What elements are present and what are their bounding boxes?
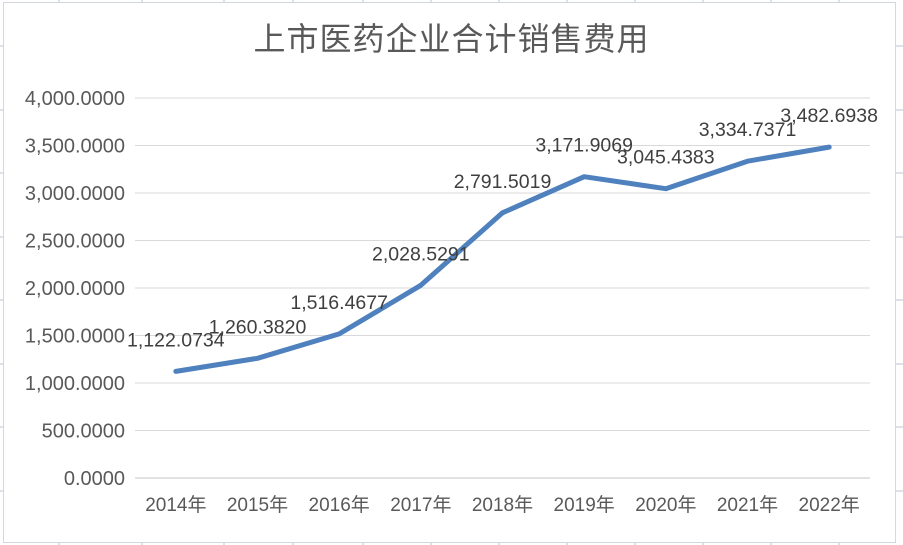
x-axis-label: 2022年 — [799, 494, 860, 516]
x-axis-label: 2021年 — [717, 494, 778, 516]
y-axis-label: 500.0000 — [42, 421, 125, 443]
y-axis-label: 2,500.0000 — [25, 231, 125, 253]
data-label: 1,260.3820 — [209, 316, 307, 338]
x-axis-label: 2015年 — [227, 494, 288, 516]
y-axis-label: 3,000.0000 — [25, 183, 125, 205]
data-label: 2,791.5019 — [454, 171, 552, 193]
chart-title: 上市医药企业合计销售费用 — [253, 21, 650, 57]
data-label: 1,122.0734 — [127, 329, 225, 351]
x-axis-label: 2020年 — [635, 494, 696, 516]
data-label: 1,516.4677 — [290, 292, 388, 314]
chart-border — [3, 2, 896, 543]
data-label: 3,482.6938 — [780, 105, 878, 127]
y-axis-label: 1,500.0000 — [25, 326, 125, 348]
data-label: 3,045.4383 — [617, 147, 715, 169]
y-axis-label: 0.0000 — [64, 468, 125, 490]
series-line — [173, 144, 832, 374]
x-axis-label: 2017年 — [390, 494, 451, 516]
y-axis-label: 3,500.0000 — [25, 136, 125, 158]
y-axis-label: 1,000.0000 — [25, 373, 125, 395]
y-axis-label: 4,000.0000 — [25, 88, 125, 110]
data-label: 3,171.9069 — [535, 135, 633, 157]
x-axis-label: 2019年 — [554, 494, 615, 516]
x-axis-label: 2018年 — [472, 494, 533, 516]
x-axis-label: 2014年 — [145, 494, 206, 516]
data-label: 2,028.5291 — [372, 243, 470, 265]
y-axis-label: 2,000.0000 — [25, 278, 125, 300]
x-axis-label: 2016年 — [309, 494, 370, 516]
data-label: 3,334.7371 — [699, 119, 797, 141]
